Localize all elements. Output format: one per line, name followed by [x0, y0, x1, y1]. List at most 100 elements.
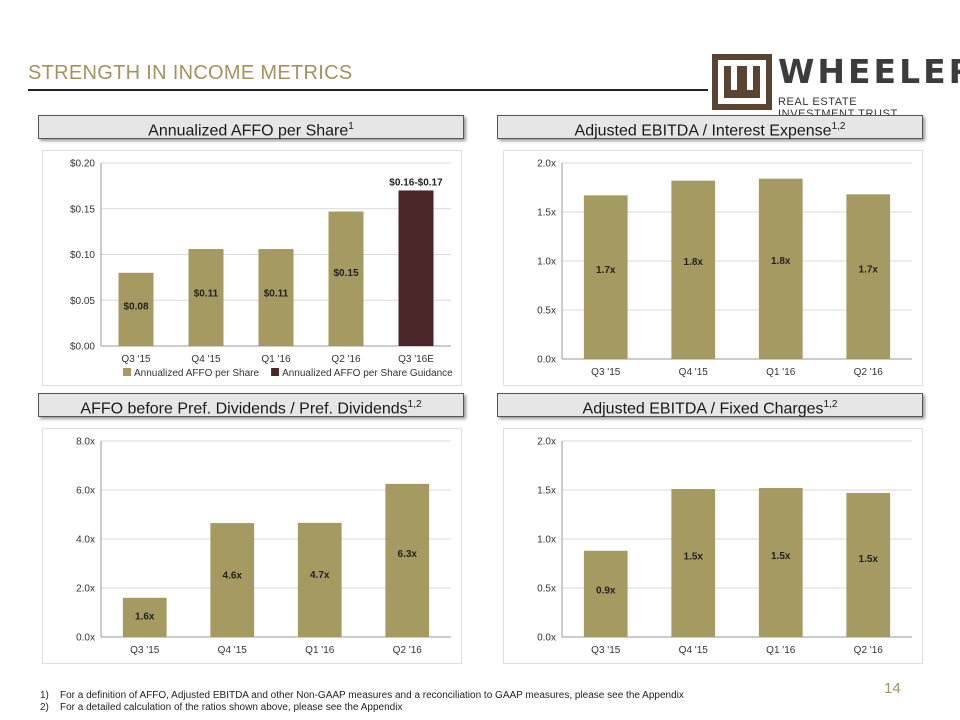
header-affo-pref-text: AFFO before Pref. Dividends / Pref. Divi… — [80, 400, 408, 418]
page-number: 14 — [884, 680, 901, 697]
data-label: 1.5x — [684, 552, 704, 563]
bar — [210, 523, 255, 637]
header-affo-pref-sup: 1,2 — [407, 399, 422, 410]
x-tick-label: Q4 '15 — [679, 645, 709, 656]
header-ebitda-fixed: Adjusted EBITDA / Fixed Charges1,2 — [497, 393, 923, 417]
y-tick-label: $0.05 — [70, 296, 95, 307]
x-tick-label: Q4 '15 — [679, 367, 709, 378]
x-tick-label: Q1 '16 — [766, 645, 796, 656]
data-label: $0.11 — [264, 289, 289, 300]
x-tick-label: Q2 '16 — [393, 645, 423, 656]
header-ebitda-fixed-sup: 1,2 — [823, 399, 838, 410]
logo-name: WHEELER — [778, 52, 960, 91]
chart-panel-affo-pref: 0.0x 2.0x 4.0x 6.0x 8.0x 1.6x Q3 '15 4.6x Q4 '15… — [42, 428, 462, 664]
data-label: $0.08 — [123, 302, 148, 313]
company-logo: WHEELER REAL ESTATE INVESTMENT TRUST — [712, 52, 960, 120]
y-tick-label: $0.00 — [70, 342, 95, 353]
x-tick-label: Q2 '16 — [854, 645, 884, 656]
chart-ebitda-fixed: 0.0x 0.5x 1.0x 1.5x 2.0x 0.9x Q3 '15 1.5x Q4 '15… — [537, 437, 912, 656]
chart-affo: $0.00 $0.05 $0.10 $0.15 $0.20 $0.08 Q3 '15 $0.1… — [70, 159, 453, 380]
data-label: 1.7x — [596, 265, 616, 276]
bar — [385, 483, 430, 637]
y-tick-label: $0.10 — [70, 250, 95, 261]
footnote-2: 2) For a detailed calculation of the rati… — [40, 702, 403, 713]
y-tick-label: 0.5x — [537, 584, 556, 595]
chart-affo-pref: 0.0x 2.0x 4.0x 6.0x 8.0x 1.6x Q3 '15 4.6x Q4 '15… — [76, 437, 451, 656]
chart-panel-ebitda-fixed: 0.0x 0.5x 1.0x 1.5x 2.0x 0.9x Q3 '15 1.5x Q4 '15… — [503, 428, 923, 664]
data-label: 1.5x — [859, 554, 879, 565]
legend-label: Annualized AFFO per Share — [134, 368, 260, 379]
x-tick-label: Q2 '16 — [331, 354, 361, 365]
y-tick-label: 8.0x — [76, 437, 95, 448]
x-tick-label: Q2 '16 — [854, 367, 884, 378]
y-tick-label: 1.5x — [537, 486, 556, 497]
y-tick-label: 2.0x — [76, 584, 95, 595]
bar — [671, 489, 716, 637]
header-affo-pref: AFFO before Pref. Dividends / Pref. Divi… — [38, 393, 464, 417]
x-tick-label: Q4 '15 — [218, 645, 248, 656]
bar — [583, 195, 628, 359]
data-label: 1.5x — [771, 551, 791, 562]
bar — [328, 211, 364, 346]
y-tick-label: 0.5x — [537, 306, 556, 317]
page-title: STRENGTH IN INCOME METRICS — [28, 62, 353, 84]
bar — [758, 178, 803, 359]
bar — [846, 194, 891, 359]
header-ebitda-interest-sup: 1,2 — [831, 121, 846, 132]
y-tick-label: 1.0x — [537, 257, 556, 268]
chart-panel-ebitda-interest: 0.0x 0.5x 1.0x 1.5x 2.0x 1.7x Q3 '15 1.8x Q4 '15… — [503, 150, 923, 386]
y-tick-label: 0.0x — [537, 633, 556, 644]
bar — [758, 488, 803, 637]
logo-mark-icon — [712, 54, 772, 110]
header-affo: Annualized AFFO per Share1 — [38, 115, 464, 139]
bar — [671, 180, 716, 359]
y-tick-label: 0.0x — [537, 355, 556, 366]
header-ebitda-fixed-text: Adjusted EBITDA / Fixed Charges — [582, 400, 824, 418]
y-tick-label: 1.0x — [537, 535, 556, 546]
y-tick-label: 2.0x — [537, 159, 556, 170]
data-label: $0.16-$0.17 — [389, 177, 443, 188]
data-label: 1.8x — [684, 257, 704, 268]
data-label: 6.3x — [398, 549, 418, 560]
x-tick-label: Q3 '16E — [398, 354, 434, 365]
data-label: 4.7x — [310, 570, 330, 581]
footnotes: 1) For a definition of AFFO, Adjusted EBI… — [40, 690, 684, 714]
y-tick-label: 6.0x — [76, 486, 95, 497]
data-label: 0.9x — [596, 586, 616, 597]
header-affo-text: Annualized AFFO per Share — [148, 122, 349, 140]
bar — [188, 249, 224, 346]
data-label: 1.8x — [771, 256, 791, 267]
header-ebitda-interest: Adjusted EBITDA / Interest Expense1,2 — [497, 115, 923, 139]
data-label: 1.6x — [135, 611, 155, 622]
x-tick-label: Q3 '15 — [591, 367, 621, 378]
y-tick-label: 4.0x — [76, 535, 95, 546]
bar — [118, 272, 154, 346]
bar — [297, 522, 342, 637]
x-tick-label: Q1 '16 — [766, 367, 796, 378]
x-tick-label: Q3 '15 — [121, 354, 151, 365]
chart-ebitda-interest: 0.0x 0.5x 1.0x 1.5x 2.0x 1.7x Q3 '15 1.8x Q4 '15… — [537, 159, 912, 378]
bar — [846, 492, 891, 637]
y-tick-label: $0.15 — [70, 204, 95, 215]
header-affo-sup: 1 — [348, 121, 354, 132]
y-tick-label: 1.5x — [537, 208, 556, 219]
data-label: 1.7x — [859, 264, 879, 275]
data-label: $0.11 — [194, 289, 219, 300]
data-label: 4.6x — [223, 570, 243, 581]
legend-swatch — [271, 368, 280, 376]
x-tick-label: Q3 '15 — [130, 645, 160, 656]
footnote-1: 1) For a definition of AFFO, Adjusted EBI… — [40, 690, 684, 701]
x-tick-label: Q4 '15 — [191, 354, 221, 365]
bar — [122, 597, 167, 637]
chart-panel-affo: $0.00 $0.05 $0.10 $0.15 $0.20 $0.08 Q3 '15 $0.1… — [42, 150, 462, 386]
title-divider — [28, 89, 708, 91]
bar — [258, 249, 294, 346]
header-ebitda-interest-text: Adjusted EBITDA / Interest Expense — [574, 122, 832, 140]
bar — [583, 550, 628, 637]
x-tick-label: Q3 '15 — [591, 645, 621, 656]
bar — [398, 190, 434, 346]
y-tick-label: 0.0x — [76, 633, 95, 644]
y-tick-label: 2.0x — [537, 437, 556, 448]
y-tick-label: $0.20 — [70, 159, 95, 170]
legend-swatch — [123, 368, 131, 376]
